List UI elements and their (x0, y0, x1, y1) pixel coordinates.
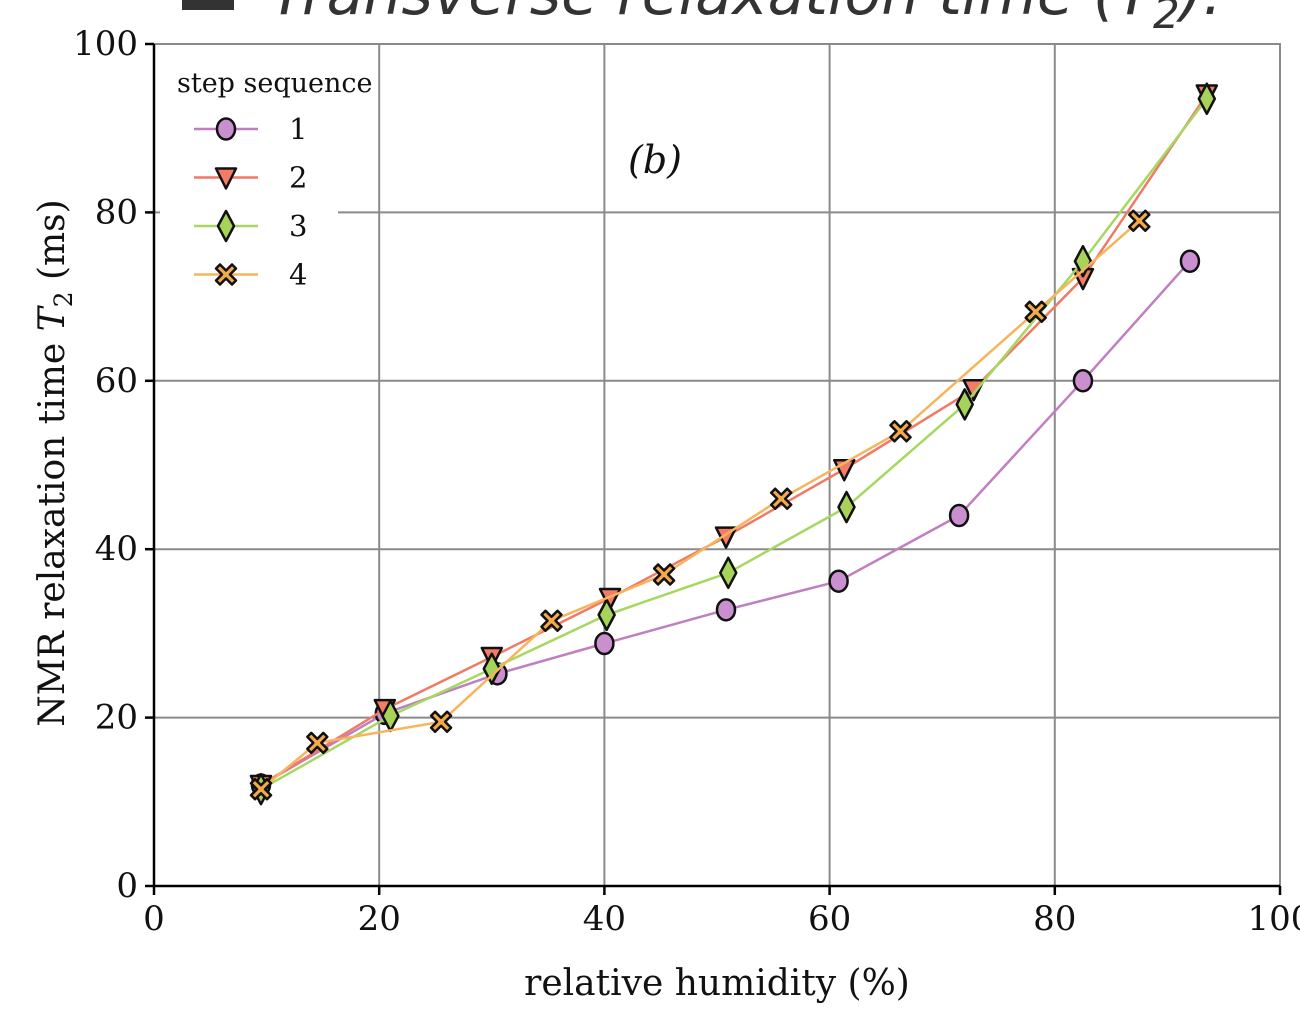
x-tick-label: 60 (808, 899, 851, 939)
data-point-series-3 (837, 490, 856, 524)
data-series (249, 82, 1219, 806)
data-point-series-4 (889, 420, 912, 443)
data-point-series-4 (429, 710, 453, 734)
series-4 (249, 209, 1151, 801)
series-line-1 (260, 260, 1191, 787)
y-tick-label: 20 (95, 698, 138, 738)
data-point-series-4 (652, 563, 676, 586)
x-tick-label: 20 (358, 899, 401, 939)
y-tick-label: 0 (116, 866, 138, 906)
x-tick-label: 80 (1033, 899, 1076, 939)
slide-heading-suffix: ): (1176, 0, 1224, 29)
y-tick-label: 80 (95, 192, 138, 232)
slide-heading-text: Transverse relaxation time (T (270, 0, 1157, 29)
legend-marker-3 (216, 209, 236, 243)
x-tick-label: 0 (143, 899, 165, 939)
y-axis-label: NMR relaxation time T2 (ms) (32, 199, 78, 726)
data-point-series-2 (962, 378, 985, 402)
panel-label: (b) (628, 138, 682, 182)
series-line-3 (260, 97, 1208, 791)
series-2 (249, 84, 1219, 798)
y-tick-label: 60 (95, 361, 138, 401)
legend-item-2: 2 (194, 161, 307, 195)
data-point-series-1 (948, 503, 970, 528)
legend: step sequence 1 2 3 4 (160, 58, 373, 298)
legend-item-4: 4 (194, 258, 307, 292)
data-point-series-4 (249, 777, 273, 801)
legend-marker-2 (214, 167, 238, 190)
slide-heading-subscript: 2 (1153, 0, 1180, 38)
legend-marker-1 (215, 117, 237, 141)
legend-label-4: 4 (289, 258, 307, 292)
data-point-series-1 (1179, 249, 1201, 273)
slide-heading: Transverse relaxation time (T2): (270, 0, 1223, 38)
data-point-series-4 (769, 487, 793, 510)
x-tick-label: 100 (1248, 899, 1300, 939)
data-point-series-3 (1073, 244, 1093, 278)
series-3 (251, 82, 1217, 806)
y-tick-label: 40 (95, 529, 138, 569)
y-tick-label: 100 (73, 24, 138, 64)
x-axis-label: relative humidity (%) (524, 963, 910, 1004)
data-point-series-3 (482, 652, 502, 686)
heading-bullet-icon (182, 0, 234, 10)
data-point-series-4 (1128, 209, 1151, 233)
legend-label-1: 1 (289, 112, 307, 146)
data-point-series-1 (594, 631, 615, 656)
y-axis-label-symbol: T (32, 304, 73, 331)
data-point-series-3 (1197, 82, 1217, 115)
legend-item-1: 1 (194, 112, 307, 146)
series-line-2 (260, 93, 1208, 787)
data-point-series-4 (540, 609, 563, 633)
axes: 0 20 40 60 80 100 0 20 40 60 80 100 (73, 24, 1300, 939)
y-axis-label-subscript: 2 (49, 291, 78, 307)
x-tick-label: 40 (583, 899, 626, 939)
data-point-series-1 (828, 569, 849, 593)
data-point-series-4 (1024, 300, 1047, 324)
y-axis-label-prefix: NMR relaxation time (32, 331, 73, 726)
legend-items: 1 2 3 4 (194, 112, 307, 292)
data-point-series-1 (715, 598, 737, 622)
legend-marker-4 (214, 263, 238, 286)
data-point-series-3 (719, 556, 738, 590)
legend-item-3: 3 (194, 209, 307, 243)
data-point-series-1 (1072, 369, 1094, 393)
legend-label-3: 3 (289, 209, 307, 243)
y-axis-label-unit: (ms) (32, 199, 73, 291)
data-point-series-4 (306, 731, 329, 755)
legend-title: step sequence (177, 68, 373, 99)
data-point-series-3 (955, 388, 974, 421)
legend-label-2: 2 (289, 161, 307, 195)
data-point-series-3 (597, 598, 616, 632)
